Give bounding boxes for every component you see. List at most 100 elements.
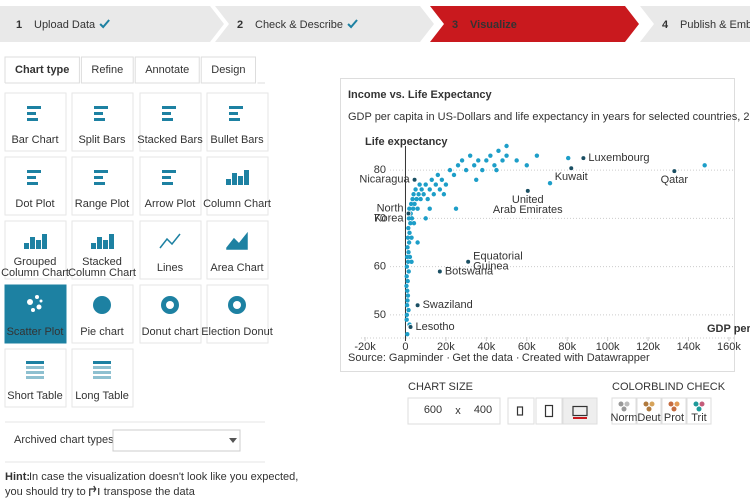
icon-shape: [109, 234, 114, 249]
chart-type-tile[interactable]: Donut chart: [139, 284, 202, 344]
transpose-link[interactable]: transpose the data: [104, 486, 196, 498]
size-height[interactable]: 400: [474, 404, 492, 416]
step-label: Check & Describe: [255, 19, 343, 31]
archived-select[interactable]: [112, 429, 241, 452]
step-bg: [430, 6, 639, 42]
source-link[interactable]: Gapminder: [389, 352, 444, 364]
step[interactable]: 3 Visualize: [430, 6, 639, 42]
hint-label: Hint:: [5, 471, 30, 483]
point: [407, 230, 412, 236]
chart-type-tile[interactable]: Arrow Plot: [139, 156, 202, 216]
point: [534, 153, 540, 158]
point: [417, 182, 422, 187]
point: [524, 163, 529, 168]
point: [412, 201, 417, 207]
source-link[interactable]: Get the data: [452, 352, 513, 364]
size-width[interactable]: 600: [424, 404, 442, 416]
step-bg: [640, 6, 750, 42]
icon-shape: [26, 376, 44, 379]
annotation-label: Lesotho: [416, 321, 455, 333]
icon-shape: [39, 299, 43, 303]
point: [406, 307, 411, 313]
step[interactable]: 2 Check & Describe: [215, 6, 434, 42]
point: [439, 177, 445, 182]
point: [496, 148, 501, 154]
tab[interactable]: Design: [200, 56, 256, 84]
colorblind-option[interactable]: Trit: [686, 397, 712, 425]
chart-type-tile[interactable]: Stacked Bars: [137, 92, 203, 152]
point: [404, 303, 410, 308]
colorblind-option[interactable]: Deut: [636, 397, 662, 425]
point: [418, 196, 423, 202]
point: [404, 264, 410, 269]
tile-label: Area Chart: [210, 262, 263, 274]
point: [408, 221, 413, 226]
tab[interactable]: Annotate: [134, 56, 200, 84]
y-tick-label: 50: [374, 309, 386, 321]
chart-type-tile[interactable]: Lines: [139, 220, 202, 280]
point: [455, 163, 461, 168]
option-label: Norm: [611, 412, 638, 424]
chart-type-tile[interactable]: Area Chart: [206, 220, 269, 280]
point: [406, 269, 411, 274]
point: [414, 196, 419, 202]
chart-type-tile[interactable]: Range Plot: [71, 156, 134, 216]
annotation-label: United: [512, 194, 544, 206]
chart-type-tile[interactable]: Bar Chart: [4, 92, 67, 152]
icon-shape: [226, 231, 248, 250]
icon-shape: [93, 376, 111, 379]
colorblind-label: COLORBLIND CHECK: [612, 381, 726, 393]
step[interactable]: 1 Upload Data: [0, 6, 224, 42]
point: [451, 172, 457, 178]
icon-shape: [26, 361, 44, 364]
chart-type-tile[interactable]: Dot Plot: [4, 156, 67, 216]
tile-label: Donut chart: [142, 326, 199, 338]
point: [405, 235, 411, 240]
check-icon: [99, 19, 110, 29]
option-dot: [643, 401, 649, 407]
tab[interactable]: Refine: [80, 56, 134, 84]
chart-type-tile[interactable]: Pie chart: [71, 284, 134, 344]
step-label: Upload Data: [34, 19, 96, 31]
device-icon: [544, 404, 554, 418]
source-link[interactable]: Created with Datawrapper: [522, 352, 650, 364]
point: [453, 206, 459, 211]
device-button[interactable]: [535, 397, 563, 425]
step[interactable]: 4 Publish & Embe: [640, 6, 750, 42]
chart-type-tile[interactable]: Long Table: [71, 348, 134, 408]
option-dot: [624, 401, 630, 407]
colorblind-option[interactable]: Norm: [611, 397, 638, 425]
chart-type-tile[interactable]: Scatter Plot: [4, 284, 67, 344]
device-button[interactable]: [507, 397, 535, 425]
tile-label: Grouped: [14, 256, 57, 268]
point: [405, 288, 410, 293]
chart-type-tile[interactable]: Split Bars: [71, 92, 134, 152]
icon-shape: [229, 112, 238, 115]
option-dot: [699, 401, 705, 407]
point: [406, 216, 412, 221]
tab[interactable]: Chart type: [4, 56, 80, 84]
annotation-label: Korea: [374, 212, 404, 224]
point: [484, 158, 489, 163]
point: [406, 249, 411, 255]
colorblind-option[interactable]: Prot: [661, 397, 687, 425]
annotated-point: [405, 210, 412, 217]
annotated-point: [414, 302, 421, 309]
point: [409, 259, 414, 264]
chart-type-tile[interactable]: Election Donut: [201, 284, 273, 344]
point: [405, 293, 411, 298]
chart-type-tile[interactable]: Column Chart: [203, 156, 271, 216]
y-tick-label: 80: [374, 164, 386, 176]
chart-type-tile[interactable]: Short Table: [4, 348, 67, 408]
point: [415, 206, 420, 211]
chart-type-tile[interactable]: Bullet Bars: [206, 92, 269, 152]
annotation-label: Arab Emirates: [493, 204, 563, 216]
annotated-point: [465, 258, 471, 265]
device-button[interactable]: [562, 397, 598, 425]
tile-label: Long Table: [75, 390, 129, 402]
tile-bg: [4, 284, 67, 344]
tile-label: Column Chart: [203, 198, 271, 210]
point: [504, 153, 509, 158]
